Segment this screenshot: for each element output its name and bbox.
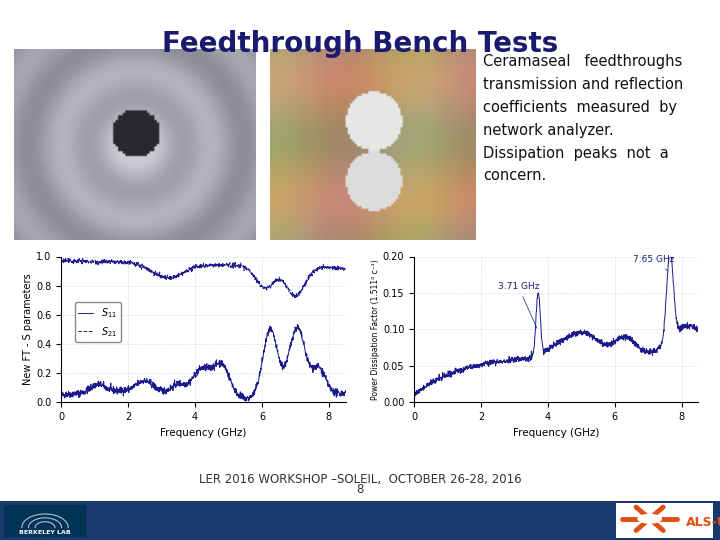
$S_{21}$ (181, 269, 189, 275)
Text: 3.71 GHz: 3.71 GHz (498, 282, 539, 328)
Text: Feedthrough Bench Tests: Feedthrough Bench Tests (162, 30, 558, 58)
$S_{21}$ (341, 265, 350, 271)
Text: Ceramaseal   feedthroughs
transmission and reflection
coefficients  measured  by: Ceramaseal feedthroughs transmission and… (484, 55, 684, 184)
$S_{11}$ (293, 321, 302, 328)
$S_{21}$ (95, 259, 104, 265)
X-axis label: Frequency (GHz): Frequency (GHz) (513, 428, 599, 437)
$S_{21}$ (65, 255, 73, 261)
$S_{21}$ (153, 272, 161, 279)
$S_{11}$ (240, 398, 249, 404)
$S_{11}$ (105, 384, 114, 390)
$S_{11}$ (207, 368, 215, 374)
Line: $S_{11}$: $S_{11}$ (61, 325, 346, 401)
Y-axis label: Power Dissipation Factor (1.511² c⁻¹): Power Dissipation Factor (1.511² c⁻¹) (371, 259, 380, 400)
Text: 8: 8 (356, 483, 364, 496)
Line: $S_{21}$: $S_{21}$ (61, 258, 346, 298)
$S_{21}$ (290, 294, 299, 301)
Text: 7.65 GHz: 7.65 GHz (633, 255, 675, 271)
$S_{11}$ (57, 391, 66, 397)
$S_{11}$ (180, 383, 189, 390)
$S_{11}$ (341, 387, 350, 394)
Y-axis label: New FT - S parameters: New FT - S parameters (23, 274, 33, 385)
$S_{11}$ (94, 380, 103, 387)
$S_{21}$ (212, 260, 221, 267)
Circle shape (638, 515, 661, 523)
Legend: $S_{11}$, $S_{21}$: $S_{11}$, $S_{21}$ (75, 302, 121, 342)
$S_{11}$ (153, 386, 161, 393)
$S_{11}$ (212, 361, 221, 367)
Text: BERKELEY LAB: BERKELEY LAB (19, 530, 71, 535)
Text: ALS-U: ALS-U (685, 516, 720, 529)
$S_{21}$ (207, 261, 215, 268)
Text: LER 2016 WORKSHOP –SOLEIL,  OCTOBER 26-28, 2016: LER 2016 WORKSHOP –SOLEIL, OCTOBER 26-28… (199, 473, 521, 486)
$S_{21}$ (105, 258, 114, 265)
X-axis label: Frequency (GHz): Frequency (GHz) (161, 428, 246, 437)
$S_{21}$ (57, 258, 66, 264)
